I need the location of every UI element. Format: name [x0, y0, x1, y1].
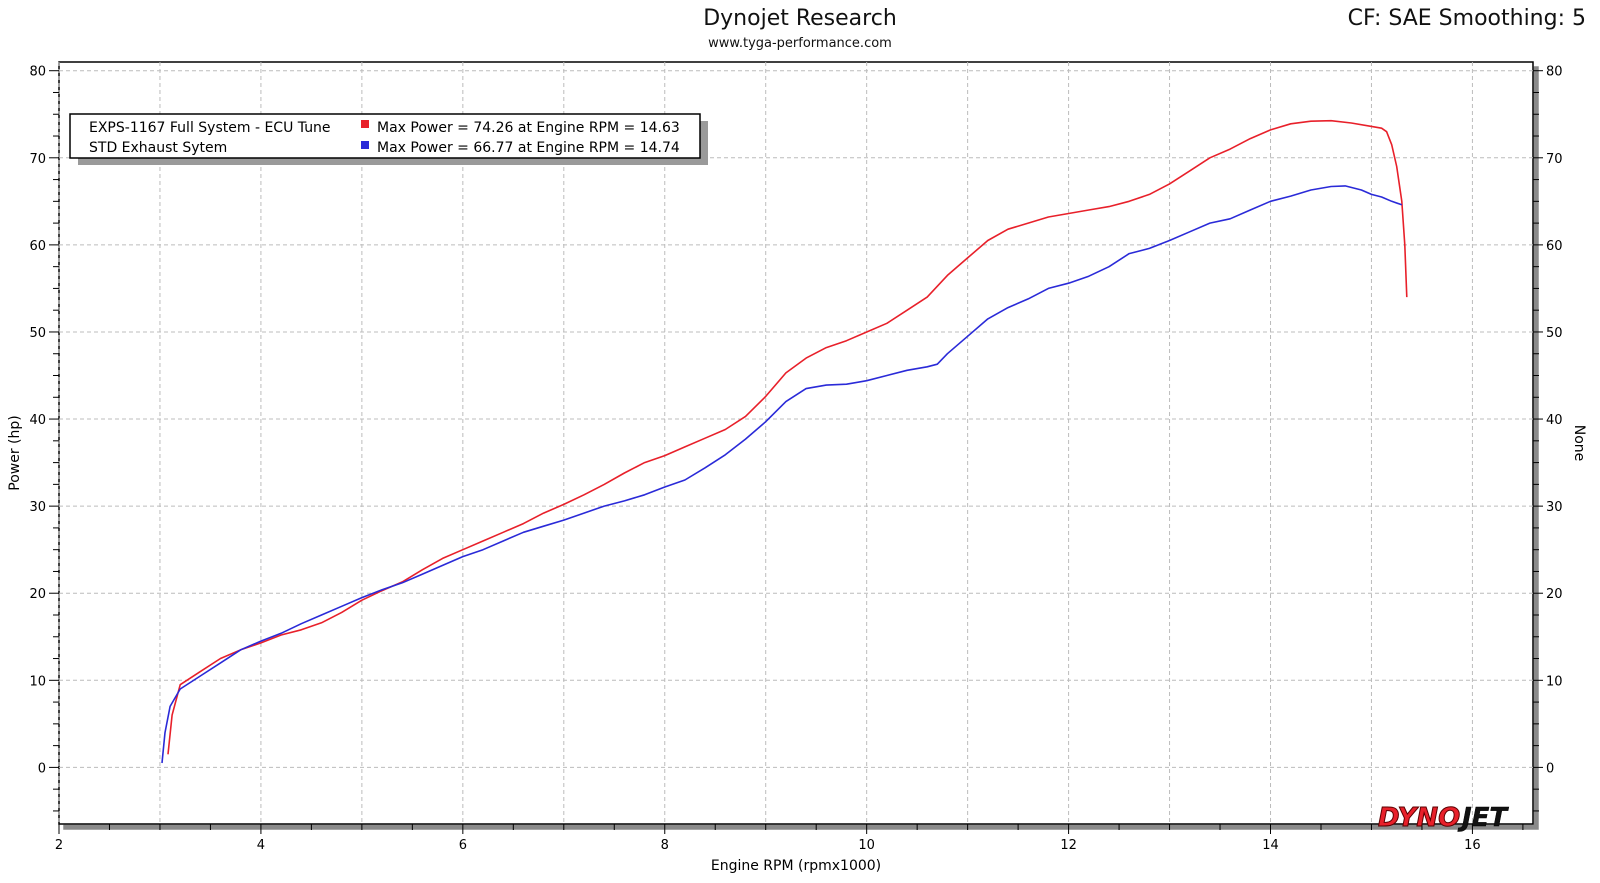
legend-swatch-2	[361, 141, 369, 149]
dynojet-logo: DYNO JET	[1378, 803, 1510, 834]
chart-title: Dynojet Research	[703, 6, 897, 31]
x-tick-label: 8	[661, 838, 669, 853]
x-tick-label: 4	[257, 838, 265, 853]
x-tick-label: 14	[1262, 838, 1279, 853]
x-axis-label: Engine RPM (rpmx1000)	[711, 858, 881, 874]
y-tick-label-left: 60	[29, 239, 46, 254]
grid	[58, 62, 1533, 824]
y-tick-label-right: 70	[1546, 152, 1563, 167]
y-tick-label-left: 80	[29, 65, 46, 80]
chart-subtitle: www.tyga-performance.com	[708, 36, 892, 51]
y-tick-label-right: 10	[1546, 674, 1563, 689]
series-line-1	[167, 119, 1408, 755]
svg-text:JET: JET	[1457, 803, 1509, 833]
y-axis-label: Power (hp)	[7, 415, 23, 490]
y-tick-label-right: 40	[1546, 413, 1563, 428]
legend-entry-1-stat: Max Power = 74.26 at Engine RPM = 14.63	[377, 120, 680, 136]
legend-entry-2-name: STD Exhaust Sytem	[89, 140, 227, 156]
legend-entry-2-stat: Max Power = 66.77 at Engine RPM = 14.74	[377, 140, 680, 156]
y-tick-label-left: 0	[38, 761, 46, 776]
y-tick-label-right: 20	[1546, 587, 1563, 602]
y-tick-label-left: 20	[29, 587, 46, 602]
y-tick-label-right: 30	[1546, 500, 1563, 515]
y-tick-label-left: 50	[29, 326, 46, 341]
y-tick-label-left: 70	[29, 152, 46, 167]
series-line-2	[161, 185, 1403, 764]
y-tick-label-right: 60	[1546, 239, 1563, 254]
y-tick-label-right: 50	[1546, 326, 1563, 341]
y-tick-label-right: 80	[1546, 65, 1563, 80]
plot-area-frame	[58, 61, 1534, 825]
x-tick-label: 10	[858, 838, 875, 853]
x-tick-label: 2	[55, 838, 63, 853]
legend: EXPS-1167 Full System - ECU Tune STD Exh…	[69, 113, 708, 165]
y2-axis-label: None	[1571, 425, 1587, 462]
correction-factor-label: CF: SAE Smoothing: 5	[1347, 6, 1586, 31]
x-tick-label: 6	[459, 838, 467, 853]
svg-text:DYNO: DYNO	[1378, 803, 1460, 833]
axis-ticks: 2 4 6 8 10 12 14 16 0 0 10 10 20 20 30 30 40 40 50 50 60 60 70…	[29, 65, 1562, 853]
legend-entry-1-name: EXPS-1167 Full System - ECU Tune	[89, 120, 331, 136]
y-tick-label-left: 30	[29, 500, 46, 515]
y-tick-label-left: 10	[29, 674, 46, 689]
x-tick-label: 16	[1464, 838, 1481, 853]
x-tick-label: 12	[1060, 838, 1077, 853]
legend-swatch-1	[361, 120, 369, 128]
y-tick-label-left: 40	[29, 413, 46, 428]
series-layer	[161, 119, 1408, 764]
y-tick-label-right: 0	[1546, 761, 1554, 776]
